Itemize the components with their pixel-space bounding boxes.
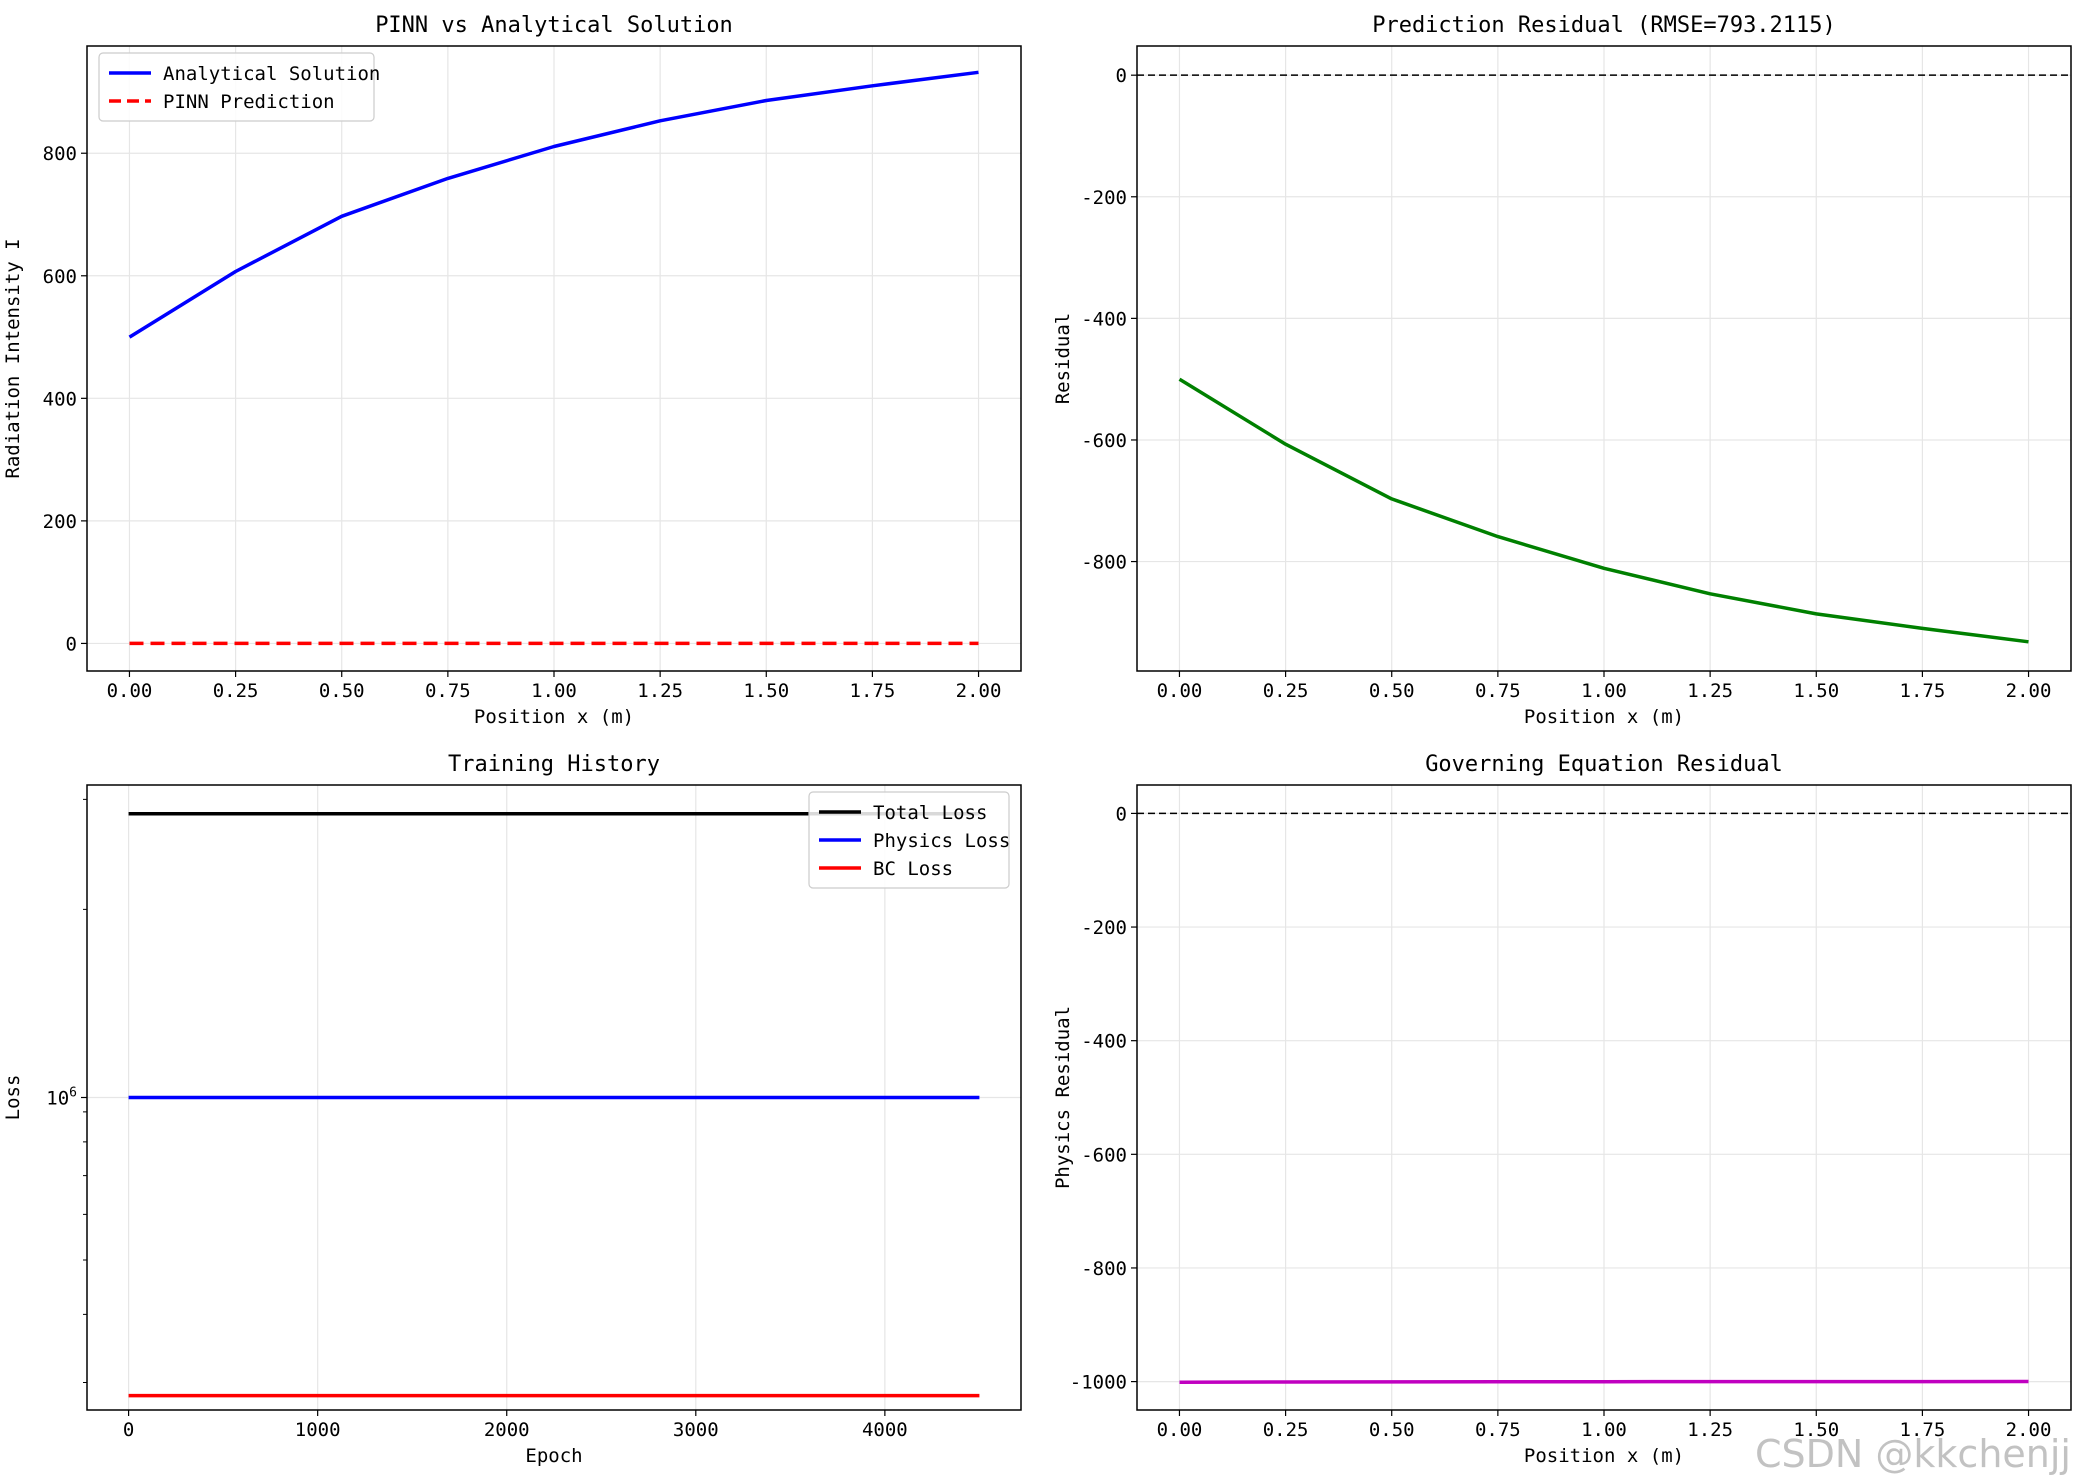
x-tick-label: 0.75 <box>1475 680 1521 702</box>
x-axis-label: Position x (m) <box>474 706 634 728</box>
y-tick-label: -800 <box>1081 1258 1127 1280</box>
x-tick-label: 1.00 <box>531 680 577 702</box>
x-tick-label: 0.00 <box>107 680 153 702</box>
legend-box <box>808 791 1010 889</box>
x-axis-label: Position x (m) <box>1524 706 1684 728</box>
x-tick-label: 1.25 <box>1687 1419 1733 1441</box>
y-axis-label: Residual <box>1052 313 1074 405</box>
legend-label: Total Loss <box>873 802 987 824</box>
x-tick-label: 1000 <box>295 1419 341 1441</box>
x-tick-label: 2.00 <box>956 680 1002 702</box>
x-tick-label: 1.50 <box>1793 680 1839 702</box>
y-tick-label: 106 <box>46 1086 77 1110</box>
chart-panel-1: 0.00 0.25 0.50 0.75 1.00 1.25 1.50 1.75 2.00 0 200… <box>2 13 1022 728</box>
x-axis-label: Epoch <box>525 1445 582 1467</box>
y-tick-label: 200 <box>43 511 77 533</box>
x-tick-label: 1.75 <box>1900 1419 1946 1441</box>
x-tick-label: 1.50 <box>743 680 789 702</box>
x-tick-label: 1.75 <box>1900 680 1946 702</box>
y-tick-label: -1000 <box>1070 1372 1127 1394</box>
x-tick-label: 0.50 <box>319 680 365 702</box>
x-tick-label: 0.00 <box>1157 680 1203 702</box>
legend-label: Analytical Solution <box>163 63 380 85</box>
x-tick-label: 0.25 <box>1263 680 1309 702</box>
y-tick-label: -800 <box>1081 552 1127 574</box>
y-tick-label: -400 <box>1081 1031 1127 1053</box>
x-tick-label: 2000 <box>484 1419 530 1441</box>
x-tick-label: 2.00 <box>2006 680 2052 702</box>
x-axis-label: Position x (m) <box>1524 1445 1684 1467</box>
y-axis-label: Physics Residual <box>1052 1006 1074 1189</box>
x-tick-label: 1.00 <box>1581 680 1627 702</box>
y-tick-label: -600 <box>1081 1144 1127 1166</box>
legend-label: BC Loss <box>873 858 953 880</box>
x-tick-label: 0.25 <box>213 680 259 702</box>
y-tick-label: 400 <box>43 388 77 410</box>
x-tick-label: 3000 <box>673 1419 719 1441</box>
y-axis-label: Loss <box>2 1075 24 1121</box>
watermark: CSDN @kkchenjj <box>1755 1432 2071 1476</box>
y-tick-label: -200 <box>1081 187 1127 209</box>
y-tick-label: 800 <box>43 143 77 165</box>
y-tick-label: 0 <box>1116 803 1127 825</box>
chart-title: PINN vs Analytical Solution <box>375 13 733 38</box>
x-tick-label: 0.50 <box>1369 1419 1415 1441</box>
chart-panel-3: 0 1000 2000 3000 4000 106 Training History Epoc… <box>2 752 1022 1467</box>
x-tick-label: 0.00 <box>1157 1419 1203 1441</box>
y-tick-label: -200 <box>1081 917 1127 939</box>
chart-panel-4: 0.00 0.25 0.50 0.75 1.00 1.25 1.50 1.75 2.00 0 -20… <box>1052 752 2072 1467</box>
x-tick-label: 1.00 <box>1581 1419 1627 1441</box>
x-tick-label: 4000 <box>862 1419 908 1441</box>
series-line-1 <box>1178 377 2029 644</box>
y-tick-label: -400 <box>1081 308 1127 330</box>
series-line-1 <box>1179 1379 2029 1384</box>
y-tick-label: 0 <box>66 633 77 655</box>
chart-panel-2: 0.00 0.25 0.50 0.75 1.00 1.25 1.50 1.75 2.00 0 -20… <box>1052 13 2072 728</box>
x-tick-label: 0.50 <box>1369 680 1415 702</box>
y-tick-label: -600 <box>1081 430 1127 452</box>
x-tick-label: 2.00 <box>2006 1419 2052 1441</box>
chart-title: Governing Equation Residual <box>1425 752 1783 777</box>
legend-box <box>98 52 375 122</box>
x-tick-label: 0.75 <box>425 680 471 702</box>
x-tick-label: 1.75 <box>850 680 896 702</box>
y-tick-label: 0 <box>1116 65 1127 87</box>
x-tick-label: 0 <box>123 1419 134 1441</box>
x-tick-label: 0.75 <box>1475 1419 1521 1441</box>
legend-label: PINN Prediction <box>163 91 335 113</box>
legend: Analytical Solution PINN Prediction <box>98 52 380 122</box>
chart-title: Prediction Residual (RMSE=793.2115) <box>1372 13 1836 38</box>
y-axis-label: Radiation Intensity I <box>2 238 24 478</box>
x-tick-label: 1.50 <box>1793 1419 1839 1441</box>
x-tick-label: 0.25 <box>1263 1419 1309 1441</box>
legend-label: Physics Loss <box>873 830 1010 852</box>
series-line-1 <box>128 70 979 339</box>
x-tick-label: 1.25 <box>637 680 683 702</box>
chart-title: Training History <box>448 752 660 777</box>
y-tick-label: 600 <box>43 266 77 288</box>
x-tick-label: 1.25 <box>1687 680 1733 702</box>
legend: Total Loss Physics Loss BC Loss <box>808 791 1010 889</box>
